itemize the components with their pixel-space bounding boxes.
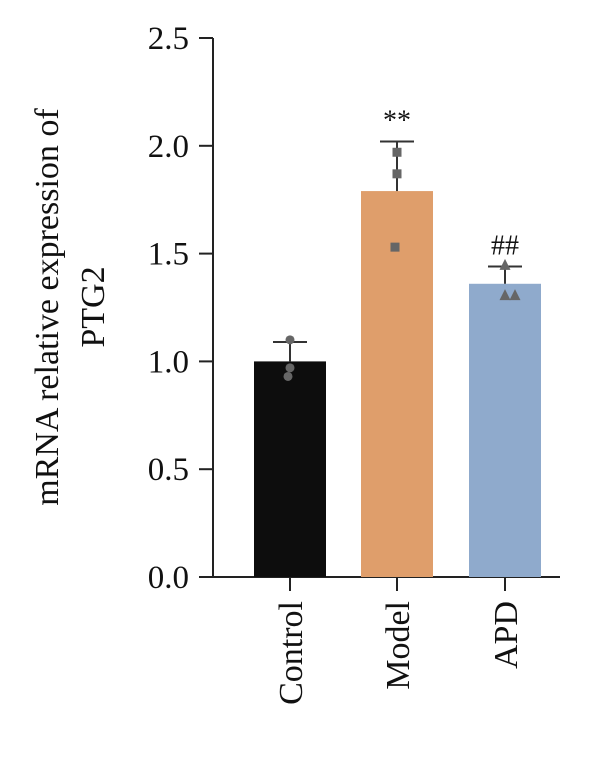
- data-point: [392, 169, 402, 179]
- data-point: [509, 289, 521, 301]
- y-axis-title-line: PTG2: [75, 266, 112, 347]
- bar-control: [254, 361, 326, 577]
- y-tick-label: 2.0: [148, 129, 189, 165]
- y-tick-label: 1.5: [148, 237, 189, 273]
- data-point: [285, 363, 295, 373]
- bar-model: [361, 191, 433, 578]
- data-point: [283, 371, 293, 381]
- x-category-label: APD: [488, 601, 525, 669]
- y-tick-label: 0.5: [148, 452, 189, 488]
- y-tick-label: 2.5: [148, 21, 189, 57]
- significance-label: ##: [491, 231, 519, 262]
- x-category-label: Model: [380, 601, 417, 690]
- y-tick-label: 0.0: [148, 560, 189, 596]
- significance-label: **: [383, 105, 411, 136]
- data-point: [285, 335, 295, 345]
- data-point: [499, 258, 511, 270]
- y-axis-title-line: mRNA relative expression of: [29, 108, 66, 506]
- y-tick-label: 1.0: [148, 344, 189, 380]
- x-category-label: Control: [273, 601, 310, 705]
- data-point: [392, 147, 402, 157]
- data-point: [499, 289, 511, 301]
- bar-apd: [469, 283, 541, 577]
- data-point: [390, 242, 400, 252]
